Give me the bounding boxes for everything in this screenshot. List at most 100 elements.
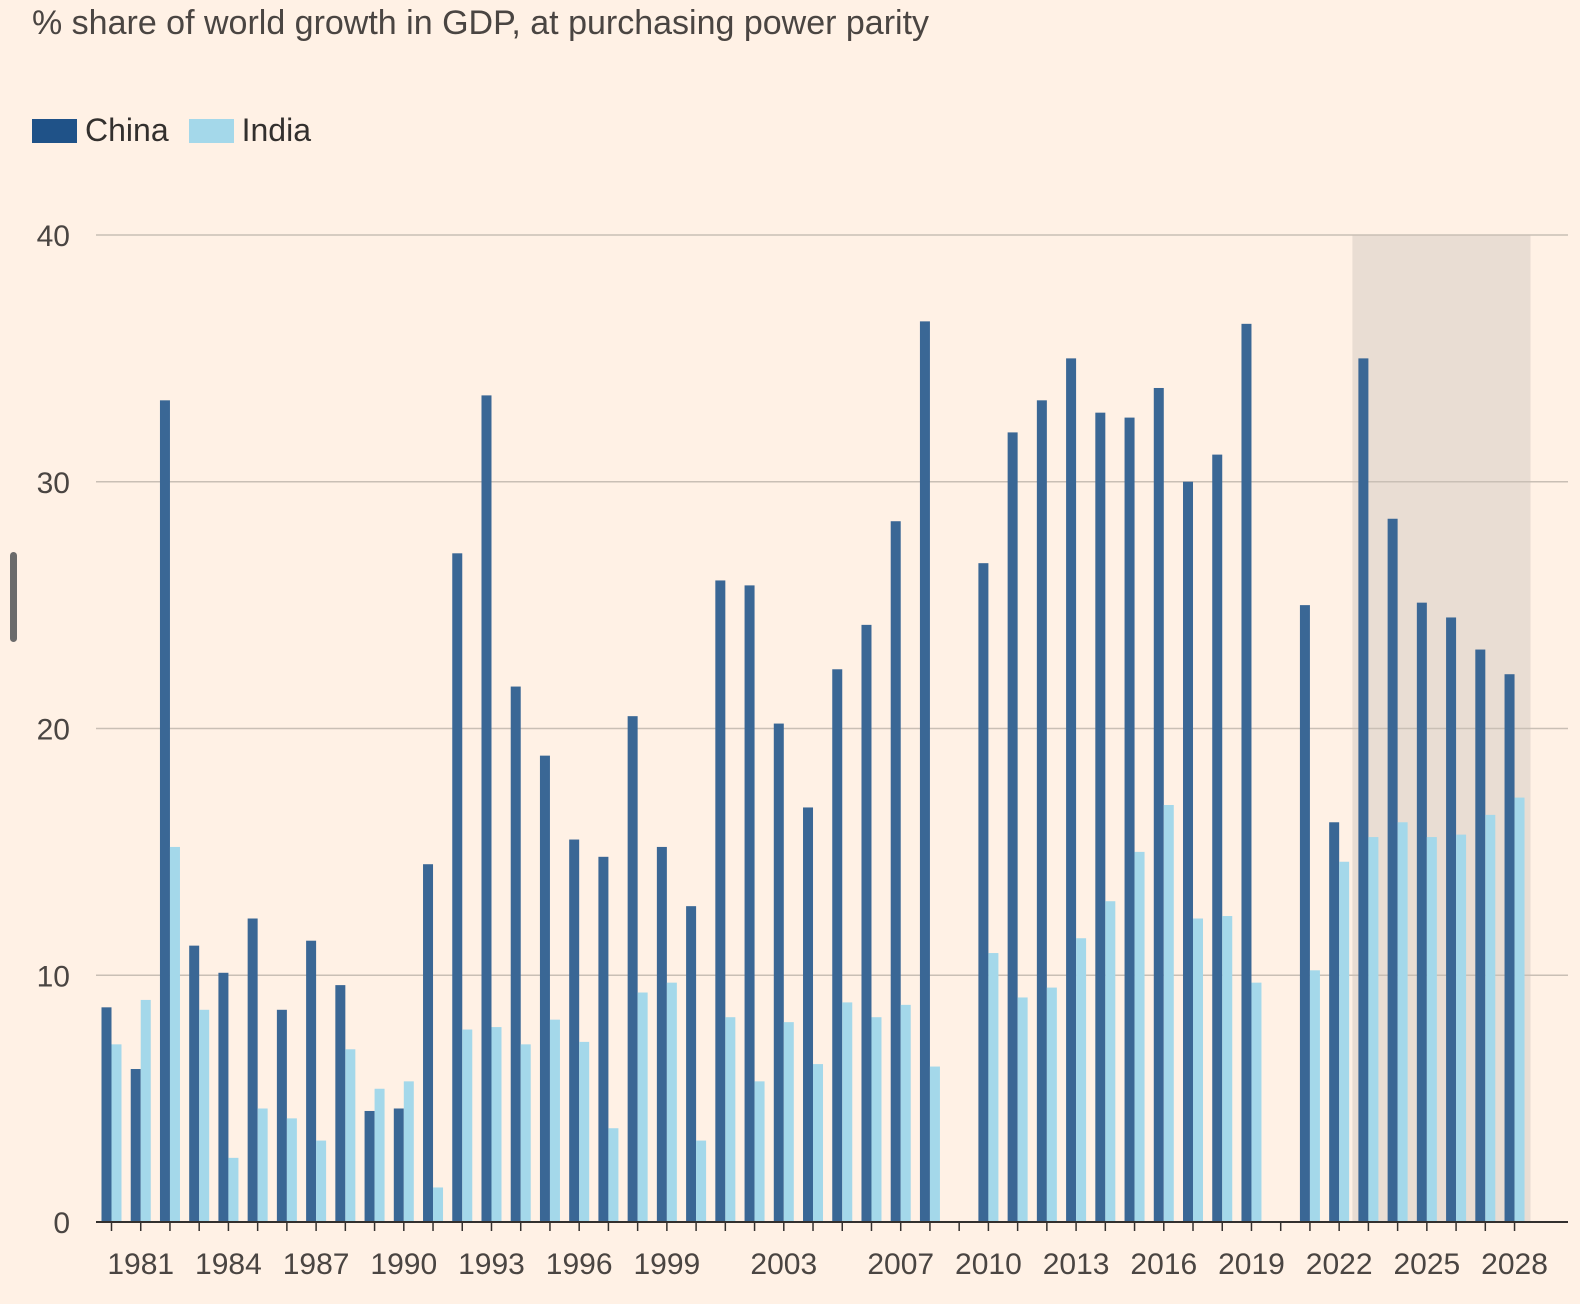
bar-china: [1358, 358, 1369, 1222]
bar-china: [627, 716, 638, 1222]
bar-india: [345, 1049, 356, 1222]
bar-china: [1036, 400, 1047, 1222]
bar-india: [579, 1041, 590, 1222]
bar-china: [1387, 518, 1398, 1222]
bar-india: [783, 1022, 794, 1222]
bar-india: [549, 1019, 560, 1222]
bar-china: [247, 918, 258, 1222]
bar-india: [1309, 970, 1320, 1222]
bar-china: [715, 580, 726, 1222]
bar-india: [1397, 822, 1408, 1222]
x-tick-label: 1981: [107, 1248, 174, 1281]
bar-china: [510, 686, 521, 1222]
bar-india: [754, 1081, 765, 1222]
bar-china: [335, 985, 346, 1222]
bar-india: [403, 1081, 414, 1222]
bar-china: [1095, 412, 1106, 1222]
bar-china: [598, 856, 609, 1222]
bar-china: [1504, 674, 1515, 1222]
chart-title: % share of world growth in GDP, at purch…: [32, 4, 930, 42]
legend-item-india: India: [188, 112, 311, 149]
bar-india: [1251, 982, 1262, 1222]
bar-china: [481, 395, 492, 1222]
x-tick-label: 2003: [750, 1248, 817, 1281]
bar-china: [101, 1007, 112, 1222]
bar-china: [1416, 602, 1427, 1222]
bar-china: [159, 400, 170, 1222]
bar-india: [813, 1064, 824, 1222]
bar-india: [988, 953, 999, 1222]
y-tick-label: 40: [37, 220, 70, 253]
bar-china: [569, 839, 580, 1222]
bar-india: [696, 1140, 707, 1222]
bar-india: [433, 1187, 444, 1222]
bar-china: [919, 321, 930, 1222]
bar-india: [199, 1009, 210, 1222]
bar-china: [656, 846, 667, 1222]
y-tick-label: 20: [37, 714, 70, 747]
bar-china: [1299, 605, 1310, 1222]
x-tick-label: 1993: [458, 1248, 525, 1281]
bar-china: [276, 1009, 287, 1222]
bar-india: [286, 1118, 297, 1222]
bar-india: [1368, 837, 1379, 1222]
x-tick-label: 2022: [1306, 1248, 1373, 1281]
y-tick-label: 10: [37, 960, 70, 993]
bar-china: [1124, 417, 1135, 1223]
bar-china: [686, 906, 697, 1222]
legend-label-china: China: [85, 112, 169, 148]
bar-india: [1046, 987, 1057, 1222]
bar-india: [666, 982, 677, 1222]
legend-label-india: India: [241, 112, 311, 148]
bar-india: [900, 1004, 911, 1222]
bar-india: [1222, 916, 1233, 1222]
bar-india: [1105, 901, 1116, 1222]
bar-china: [1007, 432, 1018, 1222]
x-tick-label: 1987: [283, 1248, 350, 1281]
bar-india: [929, 1066, 940, 1222]
bar-india: [1017, 997, 1028, 1222]
bar-china: [452, 553, 463, 1222]
bar-china: [1329, 822, 1340, 1222]
bar-india: [842, 1002, 853, 1222]
bar-india: [140, 999, 151, 1222]
bar-china: [744, 585, 755, 1222]
x-tick-label: 1990: [370, 1248, 437, 1281]
y-tick-label: 0: [53, 1207, 70, 1240]
bar-china: [1183, 481, 1194, 1222]
bar-india: [1134, 851, 1145, 1222]
bar-india: [1426, 837, 1437, 1222]
bar-india: [462, 1029, 473, 1222]
bar-china: [1153, 387, 1164, 1222]
bar-china: [832, 669, 843, 1222]
bar-china: [803, 807, 814, 1222]
bar-india: [608, 1128, 619, 1222]
bar-china: [1212, 454, 1223, 1222]
bar-china: [218, 972, 229, 1222]
bar-china: [539, 755, 550, 1222]
bar-india: [374, 1088, 385, 1222]
bar-india: [111, 1044, 122, 1222]
bar-india: [316, 1140, 327, 1222]
legend: China India: [32, 112, 331, 149]
x-tick-label: 2007: [867, 1248, 934, 1281]
legend-item-china: China: [32, 112, 169, 149]
bar-india: [637, 992, 648, 1222]
bar-india: [1339, 861, 1350, 1222]
bar-china: [1066, 358, 1077, 1222]
bar-china: [861, 624, 872, 1222]
bar-china: [1241, 323, 1252, 1223]
bar-india: [169, 846, 180, 1222]
bar-india: [520, 1044, 531, 1222]
bar-china: [189, 945, 200, 1222]
scroll-handle[interactable]: [10, 552, 17, 642]
x-tick-label: 1984: [195, 1248, 262, 1281]
legend-swatch-china: [32, 118, 77, 143]
bar-india: [725, 1017, 736, 1222]
y-tick-label: 30: [37, 467, 70, 500]
bar-india: [1163, 804, 1174, 1222]
bar-china: [306, 940, 317, 1222]
bar-china: [1475, 649, 1486, 1222]
bar-india: [491, 1027, 502, 1222]
